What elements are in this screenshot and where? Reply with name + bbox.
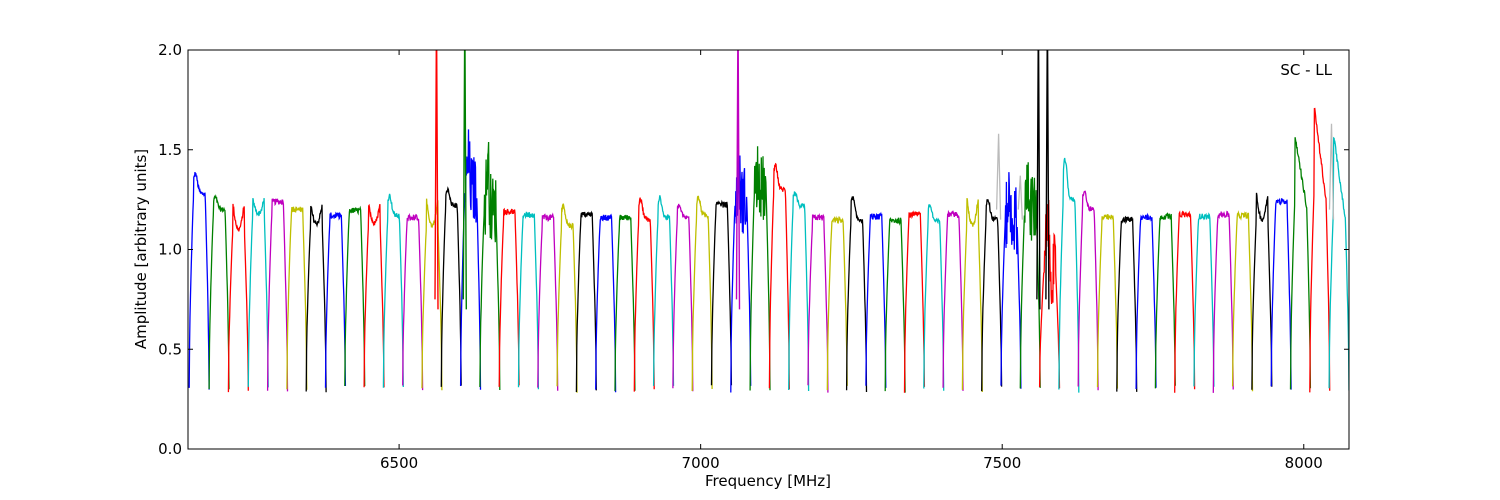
band-series-line — [710, 199, 733, 386]
rfi-spike-line — [1036, 50, 1041, 310]
band-series-line — [981, 199, 1003, 392]
band-series-line — [344, 205, 366, 387]
band-series-line — [363, 203, 385, 388]
band-series-line — [865, 211, 887, 388]
y-tick-label: 1.5 — [158, 141, 182, 159]
rfi-spike-line — [434, 50, 439, 310]
band-series-line — [788, 191, 810, 392]
band-series-line — [768, 162, 790, 390]
band-series-line — [749, 146, 771, 391]
band-series-line — [730, 150, 752, 393]
band-series-line — [595, 213, 617, 393]
x-tick-label: 7500 — [983, 454, 1021, 472]
band-series-line — [227, 203, 249, 393]
band-series-line — [188, 172, 210, 390]
band-series-line — [1038, 199, 1061, 389]
faint-spike-line — [1017, 175, 1023, 220]
band-series-line — [826, 215, 848, 391]
band-series-line — [440, 186, 462, 387]
band-series-line — [537, 212, 559, 391]
series-layer — [188, 50, 1349, 393]
band-series-line — [324, 211, 347, 388]
chart-annotation: SC - LL — [1280, 61, 1332, 79]
band-series-line — [479, 141, 501, 391]
band-series-line — [1270, 197, 1292, 390]
band-series-line — [923, 204, 945, 391]
rfi-spike-line — [735, 50, 741, 310]
band-series-line — [672, 203, 694, 392]
band-series-line — [961, 197, 983, 393]
band-series-line — [286, 206, 308, 390]
faint-spike-line — [995, 133, 1002, 220]
band-series-line — [1289, 137, 1312, 390]
band-series-line — [1174, 210, 1196, 393]
band-series-line — [556, 203, 578, 393]
tick-mark-layer: 6500 7000 7500 8000 0.0 0.5 1.0 1.5 2.0 — [158, 41, 1349, 472]
x-tick-label: 8000 — [1285, 454, 1323, 472]
band-series-line — [1154, 212, 1176, 389]
x-tick-label: 7000 — [682, 454, 720, 472]
band-series-line — [1212, 210, 1234, 393]
x-axis-label: Frequency [MHz] — [705, 472, 831, 490]
band-series-line — [1309, 107, 1331, 393]
band-series-line — [845, 196, 868, 393]
band-series-line — [305, 204, 327, 393]
faint-spike-line — [1328, 123, 1335, 220]
y-tick-label: 1.0 — [158, 241, 182, 259]
band-series-line — [807, 213, 829, 393]
band-series-line — [1000, 172, 1022, 389]
band-series-line — [421, 198, 443, 391]
band-series-line — [247, 197, 269, 388]
band-series-line — [208, 194, 230, 390]
y-tick-label: 2.0 — [158, 41, 182, 59]
band-series-line — [575, 210, 597, 393]
y-tick-label: 0.0 — [158, 440, 182, 458]
band-series-line — [1193, 212, 1215, 387]
band-series-line — [884, 216, 906, 393]
x-tick-label: 6500 — [380, 454, 418, 472]
band-series-line — [1135, 212, 1157, 390]
band-series-line — [1231, 210, 1254, 392]
band-series-line — [942, 209, 964, 391]
band-series-line — [498, 207, 520, 387]
rfi-spike-line — [1045, 50, 1050, 310]
y-axis-label: Amplitude [arbitrary units] — [132, 149, 150, 349]
y-tick-label: 0.5 — [158, 340, 182, 358]
band-series-line — [1096, 214, 1119, 389]
band-series-line — [691, 195, 713, 392]
band-series-line — [614, 214, 636, 392]
band-series-line — [266, 197, 289, 392]
band-series-line — [382, 193, 404, 388]
band-series-line — [517, 211, 540, 390]
band-series-line — [402, 212, 424, 391]
band-series-line — [652, 195, 675, 386]
band-series-line — [1328, 136, 1349, 391]
band-series-line — [1251, 192, 1273, 390]
band-series-line — [1058, 157, 1080, 393]
band-series-line — [633, 197, 655, 392]
band-series-line — [903, 210, 926, 393]
band-series-line — [1077, 190, 1099, 391]
band-series-line — [1116, 215, 1138, 392]
rfi-spike-line — [462, 50, 467, 310]
